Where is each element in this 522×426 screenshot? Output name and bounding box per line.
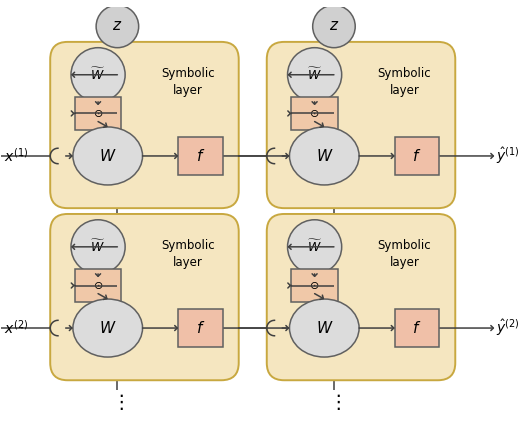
Text: $W$: $W$ bbox=[99, 320, 116, 336]
FancyBboxPatch shape bbox=[267, 42, 455, 208]
Text: $\odot$: $\odot$ bbox=[93, 108, 103, 119]
Ellipse shape bbox=[73, 127, 143, 185]
Text: $x^{(2)}$: $x^{(2)}$ bbox=[4, 319, 28, 337]
Text: Symbolic
layer: Symbolic layer bbox=[378, 66, 431, 97]
Text: $W$: $W$ bbox=[99, 148, 116, 164]
FancyBboxPatch shape bbox=[75, 269, 121, 302]
Text: Symbolic
layer: Symbolic layer bbox=[161, 239, 215, 269]
FancyBboxPatch shape bbox=[267, 214, 455, 380]
FancyBboxPatch shape bbox=[50, 42, 239, 208]
Ellipse shape bbox=[290, 127, 359, 185]
Text: $\odot$: $\odot$ bbox=[93, 280, 103, 291]
Circle shape bbox=[71, 48, 125, 102]
Text: Symbolic
layer: Symbolic layer bbox=[378, 239, 431, 269]
FancyBboxPatch shape bbox=[50, 214, 239, 380]
Text: $W$: $W$ bbox=[315, 148, 333, 164]
Circle shape bbox=[313, 5, 355, 48]
Text: $\hat{y}^{(2)}$: $\hat{y}^{(2)}$ bbox=[496, 318, 520, 339]
Text: $\hat{y}^{(1)}$: $\hat{y}^{(1)}$ bbox=[496, 146, 520, 167]
FancyBboxPatch shape bbox=[395, 309, 440, 347]
FancyBboxPatch shape bbox=[179, 137, 223, 175]
FancyBboxPatch shape bbox=[291, 269, 338, 302]
Text: $x^{(1)}$: $x^{(1)}$ bbox=[4, 147, 28, 165]
Text: $f$: $f$ bbox=[412, 320, 422, 336]
Text: $\odot$: $\odot$ bbox=[310, 108, 320, 119]
Text: $\odot$: $\odot$ bbox=[310, 280, 320, 291]
Text: Symbolic
layer: Symbolic layer bbox=[161, 66, 215, 97]
Text: $f$: $f$ bbox=[412, 148, 422, 164]
Text: $\vdots$: $\vdots$ bbox=[328, 391, 340, 412]
Text: $f$: $f$ bbox=[196, 148, 205, 164]
Circle shape bbox=[96, 5, 139, 48]
FancyBboxPatch shape bbox=[291, 97, 338, 130]
Text: $\vdots$: $\vdots$ bbox=[111, 391, 124, 412]
Ellipse shape bbox=[290, 299, 359, 357]
Text: $f$: $f$ bbox=[196, 320, 205, 336]
FancyBboxPatch shape bbox=[179, 309, 223, 347]
FancyBboxPatch shape bbox=[395, 137, 440, 175]
FancyBboxPatch shape bbox=[75, 97, 121, 130]
Text: $\widetilde{W}$: $\widetilde{W}$ bbox=[307, 239, 323, 255]
Text: $W$: $W$ bbox=[315, 320, 333, 336]
Text: $z$: $z$ bbox=[329, 20, 339, 33]
Text: $\widetilde{W}$: $\widetilde{W}$ bbox=[90, 67, 106, 83]
Text: $z$: $z$ bbox=[112, 20, 123, 33]
Circle shape bbox=[288, 48, 342, 102]
Text: $\widetilde{W}$: $\widetilde{W}$ bbox=[90, 239, 106, 255]
Circle shape bbox=[71, 220, 125, 274]
Text: $\widetilde{W}$: $\widetilde{W}$ bbox=[307, 67, 323, 83]
Ellipse shape bbox=[73, 299, 143, 357]
Circle shape bbox=[288, 220, 342, 274]
